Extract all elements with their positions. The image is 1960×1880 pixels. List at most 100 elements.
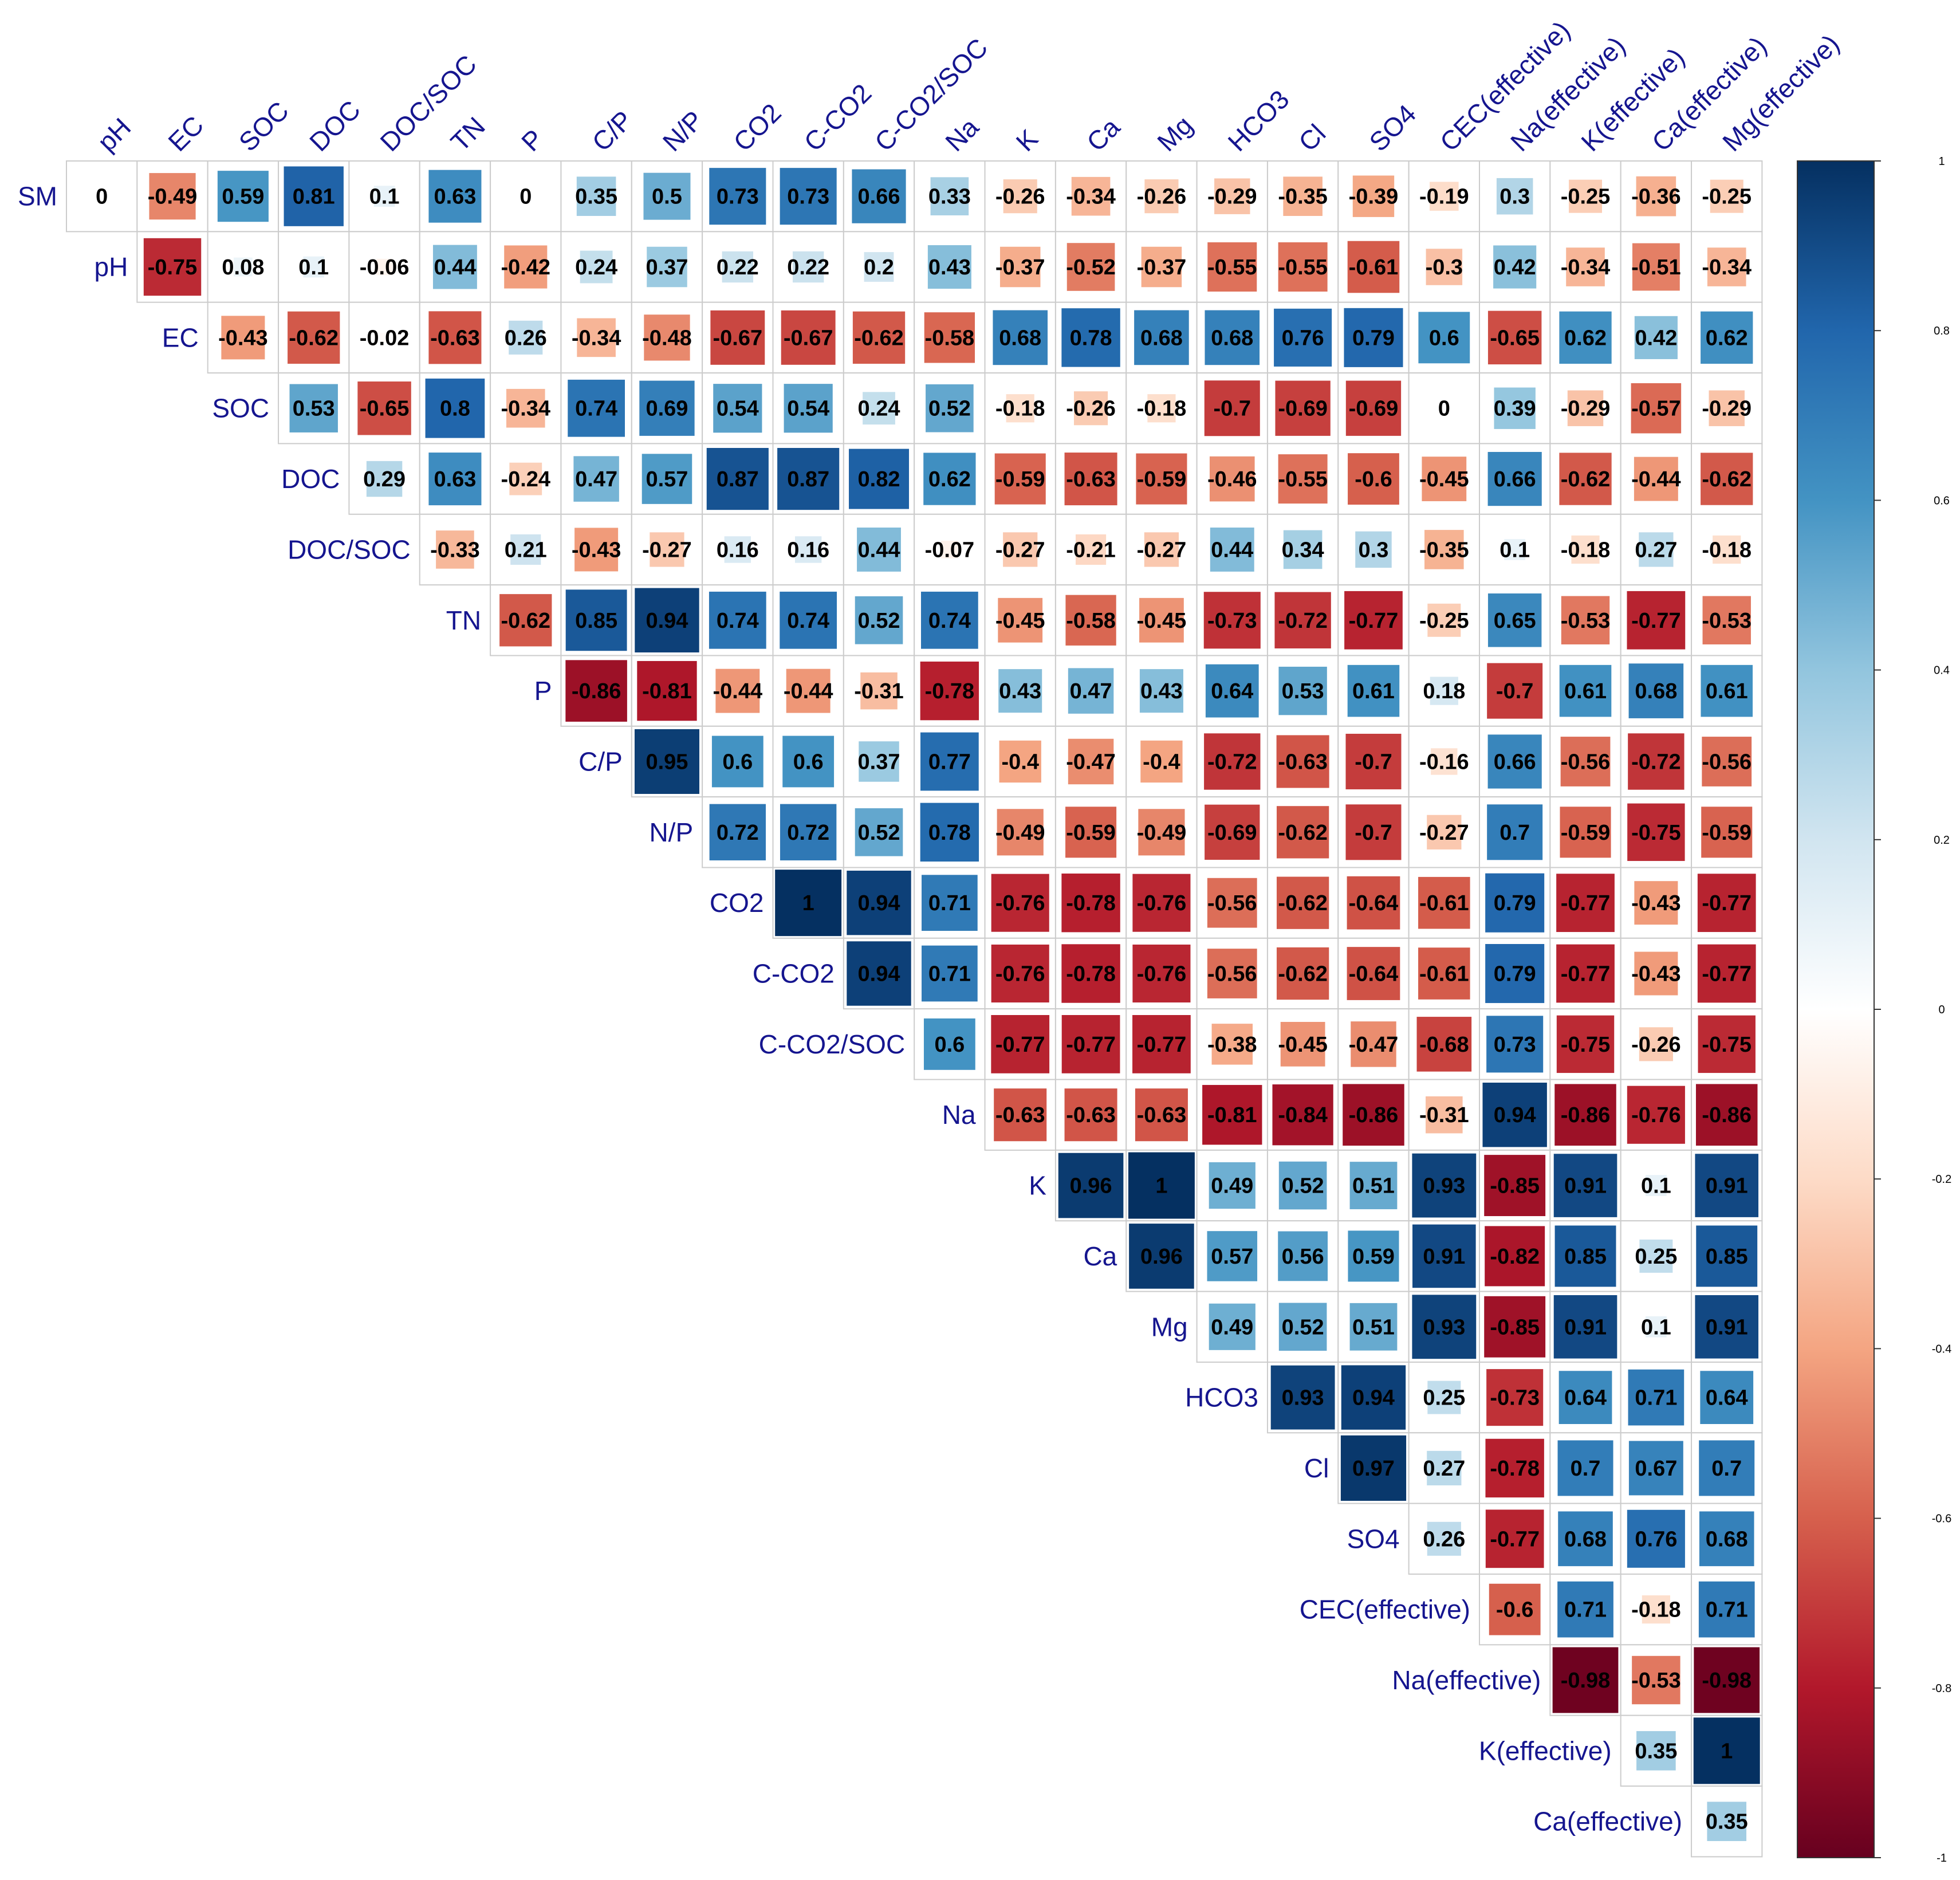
cell-value-label: -0.58: [925, 326, 975, 350]
cell-value-label: -0.7: [1214, 397, 1251, 421]
correlation-square: [641, 454, 692, 504]
cell-value-label: 0.42: [1635, 326, 1677, 350]
correlation-square: [1697, 944, 1756, 1003]
correlation-square: [1071, 176, 1111, 216]
cell-value-label: 0.62: [928, 467, 971, 491]
correlation-square: [288, 311, 340, 364]
correlation-square: [1345, 733, 1402, 789]
cell-value-label: -0.46: [1207, 467, 1257, 491]
correlation-square: [650, 532, 684, 567]
row-label: Cl: [1304, 1453, 1329, 1483]
cell-value-label: 0.27: [1635, 538, 1677, 562]
correlation-square: [855, 596, 903, 644]
correlation-square: [1003, 532, 1038, 567]
correlation-square: [709, 168, 766, 225]
cell-value-label: -0.86: [1702, 1103, 1752, 1127]
cell-value-label: -0.18: [1561, 538, 1611, 562]
correlation-square: [425, 378, 485, 438]
correlation-square: [1147, 394, 1176, 423]
correlation-square: [647, 246, 687, 288]
cell-value-label: 0.91: [1706, 1174, 1748, 1198]
cell-value-label: 0.34: [1282, 538, 1324, 562]
correlation-square: [1567, 390, 1604, 426]
row-label: Ca(effective): [1533, 1807, 1682, 1836]
row-label: C-CO2: [753, 959, 835, 989]
correlation-square: [1344, 591, 1403, 650]
cell-value-label: 0.54: [717, 397, 759, 421]
correlation-square: [1283, 530, 1323, 569]
cell-value-label: 0.54: [787, 397, 829, 421]
cell-value-label: -0.34: [501, 397, 550, 421]
cell-value-label: -0.27: [995, 538, 1045, 562]
column-label: K: [1010, 123, 1044, 157]
correlation-square: [1003, 179, 1037, 214]
cell-value-label: 0.7: [1571, 1457, 1601, 1481]
correlation-square: [1559, 664, 1612, 717]
cell-value-label: 0.79: [1494, 962, 1536, 986]
grid-cell: [984, 160, 1056, 233]
grid-cell: [1125, 231, 1198, 303]
correlation-square: [715, 668, 760, 713]
correlation-square: [1141, 246, 1182, 288]
correlation-square: [577, 318, 616, 357]
cell-value-label: 0.72: [717, 821, 759, 845]
correlation-square: [1559, 311, 1612, 364]
correlation-square: [1349, 1162, 1398, 1209]
cell-value-label: -0.25: [1702, 185, 1752, 209]
colorbar-tick-label: 0.4: [1934, 664, 1950, 677]
grid-cell: [772, 655, 844, 727]
correlation-square: [1064, 453, 1117, 506]
column-label: SO4: [1363, 99, 1422, 157]
cell-value-label: 0.18: [1423, 679, 1465, 703]
correlation-square: [1139, 597, 1184, 643]
correlation-square: [1422, 457, 1467, 501]
correlation-square: [1569, 179, 1603, 213]
cell-value-label: 0.96: [1070, 1174, 1112, 1198]
correlation-square: [713, 384, 762, 433]
correlation-square: [1276, 876, 1329, 929]
correlation-square: [1140, 740, 1183, 783]
correlation-square: [999, 246, 1041, 288]
cell-value-label: 0.27: [1423, 1457, 1465, 1481]
cell-value-label: -0.56: [1207, 962, 1257, 986]
cell-value-label: -0.98: [1561, 1669, 1611, 1693]
row-label: TN: [446, 605, 481, 635]
column-label: Ca: [1081, 112, 1126, 157]
cell-value-label: 0.61: [1352, 679, 1395, 703]
correlation-square: [509, 462, 542, 495]
cell-value-label: -0.75: [148, 255, 198, 280]
cell-value-label: -0.65: [360, 397, 410, 421]
cell-value-label: 0.22: [717, 255, 759, 280]
cell-value-label: -0.35: [1278, 185, 1328, 209]
correlation-square: [428, 453, 482, 506]
cell-value-label: -0.38: [1207, 1033, 1257, 1057]
row-label: Na(effective): [1392, 1665, 1541, 1695]
correlation-square: [1700, 1371, 1754, 1425]
cell-value-label: 0.96: [1140, 1245, 1183, 1269]
cell-value-label: -0.45: [1278, 1033, 1328, 1057]
cell-value-label: 0.43: [999, 679, 1041, 703]
cell-value-label: -0.62: [289, 326, 339, 350]
cell-value-label: 0.64: [1706, 1386, 1748, 1410]
correlation-square: [1006, 394, 1034, 423]
cell-value-label: -0.16: [1419, 750, 1469, 774]
cell-value-label: 0.42: [1494, 255, 1536, 280]
cell-value-label: 0.91: [1564, 1315, 1607, 1339]
cell-value-label: -0.29: [1561, 397, 1611, 421]
cell-value-label: 0.64: [1564, 1386, 1607, 1410]
correlation-square: [1136, 453, 1187, 505]
cell-value-label: -0.78: [1066, 891, 1116, 915]
colorbar-tick-label: 0.2: [1934, 834, 1950, 847]
correlation-square: [780, 591, 837, 649]
cell-value-label: -0.57: [1631, 397, 1681, 421]
cell-value-label: -0.31: [854, 679, 904, 703]
cell-value-label: -0.62: [1702, 467, 1752, 491]
cell-value-label: 0.59: [1352, 1245, 1395, 1269]
cell-value-label: -0.62: [1278, 891, 1328, 915]
column-label: EC: [162, 110, 209, 157]
correlation-square: [357, 381, 411, 435]
correlation-square: [922, 945, 978, 1002]
cell-value-label: 0.52: [858, 609, 900, 633]
correlation-square: [510, 534, 541, 565]
correlation-square: [782, 736, 835, 788]
